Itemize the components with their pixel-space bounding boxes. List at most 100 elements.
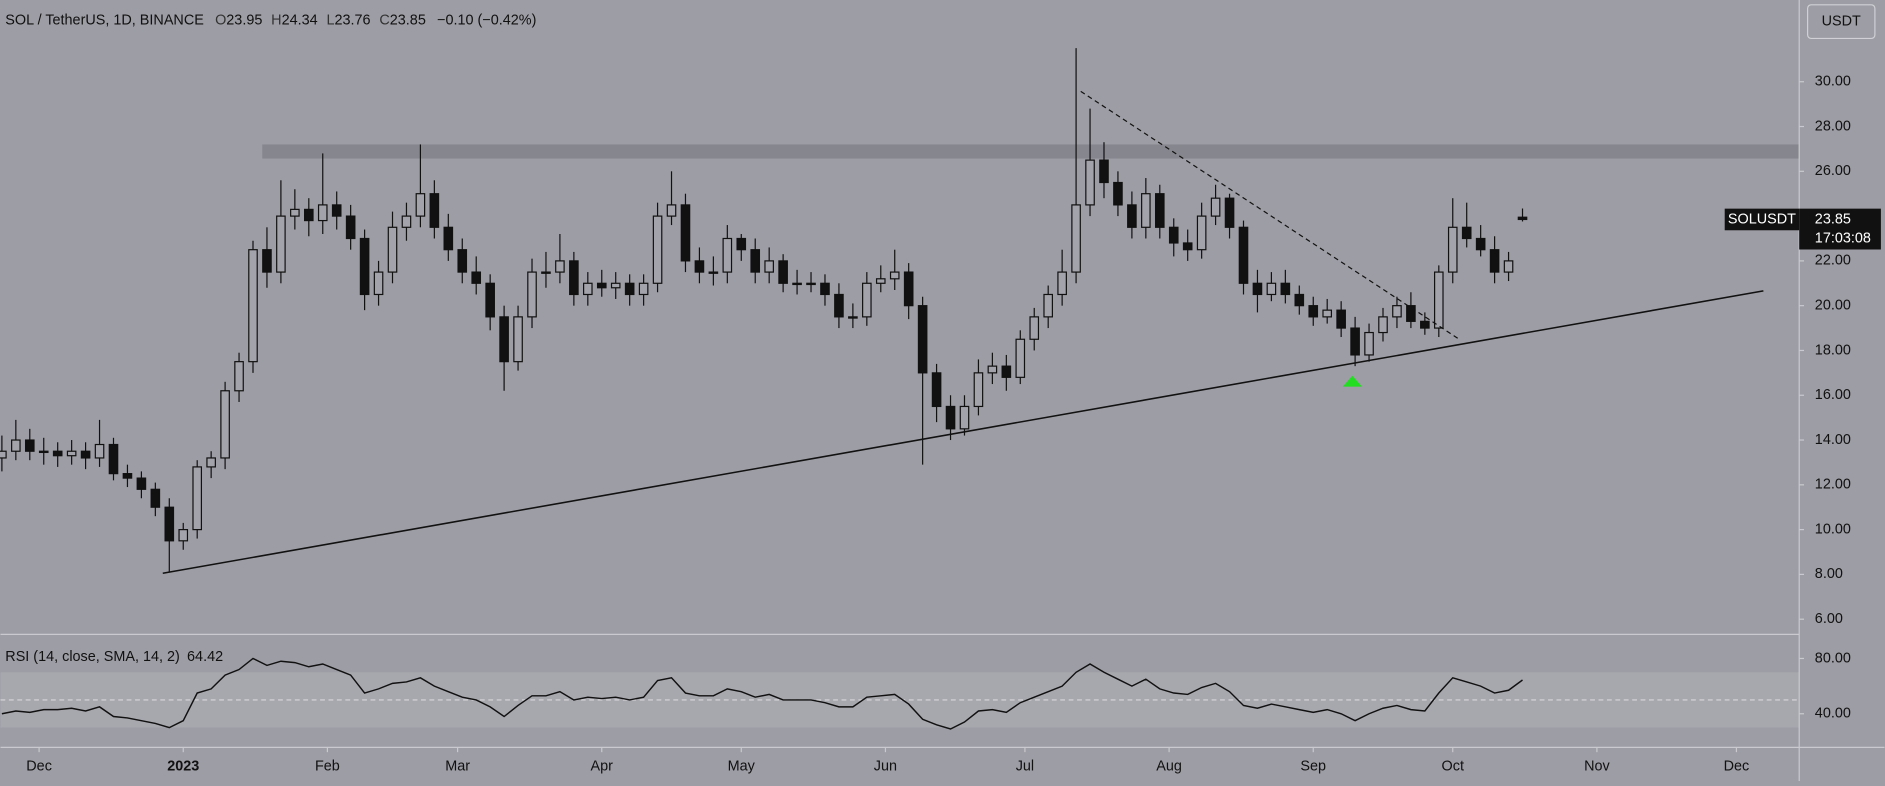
candle-body [1154, 193, 1165, 228]
candle-body [1392, 305, 1402, 318]
candle-body [387, 226, 398, 273]
candle-body [220, 390, 230, 459]
candle-body [1224, 197, 1235, 228]
y-tick-label: 6.00 [1815, 611, 1843, 627]
candle-body [1350, 327, 1360, 356]
candle-body [471, 271, 482, 284]
candle-body [1294, 293, 1305, 307]
candle-body [666, 204, 677, 217]
candle-body [0, 450, 7, 459]
y-tick-label: 28.00 [1815, 118, 1851, 134]
candle-body [178, 529, 189, 542]
candle-body [345, 215, 356, 240]
candle-body [429, 193, 440, 228]
candle-body [1141, 193, 1151, 228]
y-tick-label: 20.00 [1815, 297, 1851, 313]
candle-body [1043, 293, 1053, 318]
candle-body [52, 450, 63, 457]
candle-body [1517, 216, 1528, 221]
candle-body [736, 237, 747, 251]
candle-body [638, 282, 649, 296]
rsi-title: RSI (14, close, SMA, 14, 2) 64.42 [5, 649, 223, 665]
x-tick-label: Apr [591, 758, 614, 774]
candle-body [1168, 226, 1179, 244]
candle-body [1336, 309, 1346, 329]
candle-body [66, 450, 77, 457]
candle-body [973, 372, 984, 408]
candle-body [1447, 226, 1458, 273]
candle-body [1085, 159, 1095, 206]
candle-body [1406, 305, 1416, 322]
candle-body [1364, 331, 1374, 356]
candle-body [1420, 320, 1430, 329]
currency-button[interactable] [1807, 4, 1876, 40]
candle-body [610, 282, 621, 289]
candle-body [848, 316, 858, 319]
candle-body [164, 506, 175, 542]
x-tick-label: May [728, 758, 756, 774]
candle-body [1015, 338, 1026, 378]
close-value: 23.85 [390, 12, 426, 28]
candle-body [778, 260, 788, 284]
candle-body [359, 237, 370, 296]
candle-body [806, 282, 816, 286]
candle-body [820, 282, 830, 296]
candle-body [1433, 271, 1444, 329]
candle-body [527, 271, 537, 318]
candle-body [694, 260, 705, 273]
symbol-label: SOLUSDT [1728, 211, 1796, 227]
candle-body [150, 488, 161, 508]
y-tick-label: 26.00 [1815, 163, 1851, 179]
rsi-y-tick-label: 80.00 [1815, 650, 1851, 666]
candle-body [373, 271, 384, 296]
rsi-value: 64.42 [187, 649, 223, 665]
candle-body [262, 249, 272, 273]
candle-body [415, 193, 426, 217]
ohlc-label: O [215, 12, 226, 28]
x-tick-label: Feb [315, 758, 340, 774]
x-tick-label: 2023 [167, 758, 199, 774]
candle-body [931, 372, 942, 408]
candle-body [331, 204, 342, 217]
x-tick-label: Nov [1584, 758, 1610, 774]
candle-body [122, 473, 133, 479]
candle-body [457, 249, 468, 273]
ohlc-label: L [326, 12, 334, 28]
candle-body [11, 439, 21, 452]
candle-body [1210, 197, 1221, 217]
candle-body [248, 249, 258, 363]
change: −0.10 (−0.42%) [437, 12, 536, 28]
trendline [162, 290, 1764, 575]
candle-body [889, 271, 900, 280]
x-tick-label: Jun [874, 758, 897, 774]
low-value: 23.76 [334, 12, 370, 28]
rsi-line [1, 657, 1523, 730]
candle-body [206, 457, 216, 468]
ohlc-label: C [379, 12, 389, 28]
x-tick-label: Jul [1016, 758, 1034, 774]
candle-body [485, 282, 495, 318]
candle-body [1001, 365, 1012, 378]
candle-body [1127, 204, 1137, 228]
candle-body [108, 443, 119, 475]
candle-body [652, 215, 663, 284]
candle-body [1503, 260, 1514, 273]
ohlc-label: H [271, 12, 281, 28]
candle-body [94, 443, 105, 459]
candle-body [959, 405, 970, 430]
candle-body [1238, 226, 1249, 284]
candle-body [624, 282, 635, 296]
candle-body [764, 260, 774, 273]
header: SOL / TetherUS, 1D, BINANCE O23.95 H24.3… [5, 12, 536, 28]
rsi-title-text: RSI (14, close, SMA, 14, 2) [5, 649, 180, 665]
candle-body [596, 282, 607, 289]
y-tick-label: 10.00 [1815, 521, 1851, 537]
candle-body [680, 204, 691, 262]
currency[interactable]: USDT [1822, 13, 1861, 29]
candle-body [192, 466, 203, 531]
x-tick-label: Oct [1442, 758, 1464, 774]
candle-body [1461, 226, 1472, 240]
candle-body [555, 260, 565, 273]
candle-body [1099, 159, 1109, 184]
